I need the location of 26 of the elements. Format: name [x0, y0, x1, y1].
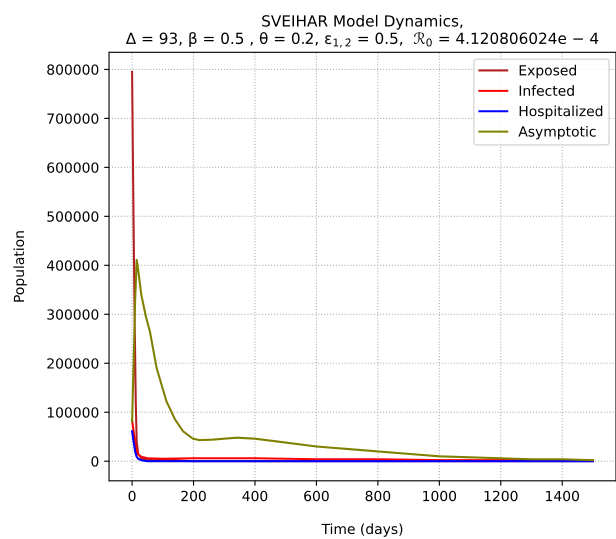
- legend-label: Hospitalized: [520, 106, 602, 119]
- x-tick-label: 1200: [484, 490, 518, 502]
- line-series: [131, 258, 594, 462]
- line-series: [131, 430, 594, 462]
- y-tick-label: 0: [91, 456, 98, 467]
- legend-label: Infected: [520, 85, 574, 96]
- y-axis-title: Population: [13, 231, 27, 302]
- legend-label: Exposed: [520, 64, 576, 78]
- y-tick-label: 200000: [47, 358, 98, 369]
- chart-title: SVEIHAR Model Dynamics, Δ = 93, β = 0.5 , θ = 0.2, ε$_{1,2}$ = 0.5, ℛ$_{0}$ = 4.120806024e − 4: [126, 14, 598, 48]
- x-tick-label: 600: [304, 490, 329, 502]
- y-tick-label: 100000: [48, 407, 98, 418]
- x-tick-label: 400: [242, 490, 268, 502]
- y-tick-label: 300000: [47, 309, 98, 320]
- x-tick-label: 200: [181, 490, 206, 502]
- x-tick-label: 1000: [423, 490, 456, 502]
- x-tick-label: 800: [366, 490, 390, 502]
- x-tick-label: 1400: [546, 490, 579, 502]
- y-tick-label: 500000: [47, 211, 98, 222]
- y-tick-label: 600000: [47, 162, 98, 173]
- x-tick-label: 0: [128, 490, 136, 502]
- x-axis-title: Time (days): [321, 523, 402, 537]
- legend-label: Asymptotic: [518, 126, 596, 140]
- y-tick-label: 800000: [47, 64, 98, 75]
- y-tick-label: 700000: [47, 113, 98, 124]
- y-tick-label: 400000: [46, 260, 98, 271]
